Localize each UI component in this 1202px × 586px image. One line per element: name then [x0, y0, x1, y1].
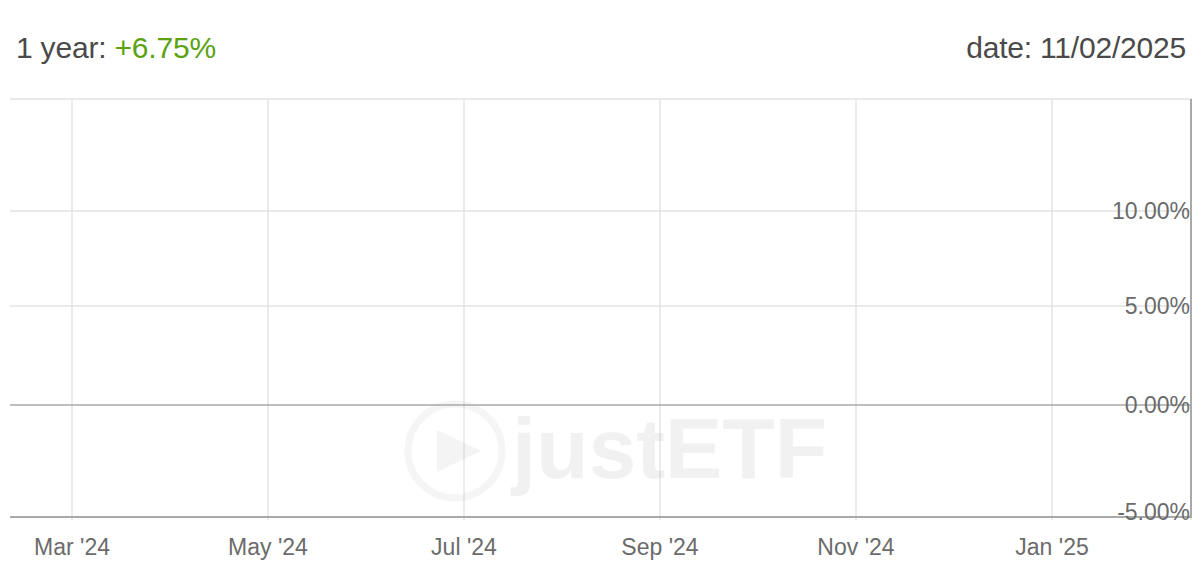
date-summary: date: 11/02/2025	[966, 31, 1186, 65]
performance-summary: 1 year: +6.75%	[16, 31, 216, 65]
performance-line-chart[interactable]: justETF	[0, 96, 1202, 520]
x-tick-label-sep24: Sep '24	[621, 534, 698, 561]
x-tick-label-nov24: Nov '24	[817, 534, 894, 561]
performance-value: +6.75%	[114, 31, 215, 64]
chart-header: 1 year: +6.75% date: 11/02/2025	[0, 0, 1202, 96]
x-axis-labels: Mar '24 May '24 Jul '24 Sep '24 Nov '24 …	[0, 520, 1202, 586]
chart-plot-area[interactable]: justETF	[0, 96, 1202, 520]
watermark-text: justETF	[510, 400, 827, 496]
x-tick-label-jul24: Jul '24	[431, 534, 497, 561]
date-label: date:	[966, 31, 1032, 64]
x-tick-label-mar24: Mar '24	[34, 534, 110, 561]
x-tick-label-jan25: Jan '25	[1015, 534, 1088, 561]
date-value: 11/02/2025	[1040, 31, 1186, 64]
performance-period-label: 1 year:	[16, 31, 106, 64]
justetf-watermark: justETF	[408, 400, 827, 498]
x-tick-label-may24: May '24	[228, 534, 308, 561]
performance-chart-widget: 1 year: +6.75% date: 11/02/2025	[0, 0, 1202, 586]
